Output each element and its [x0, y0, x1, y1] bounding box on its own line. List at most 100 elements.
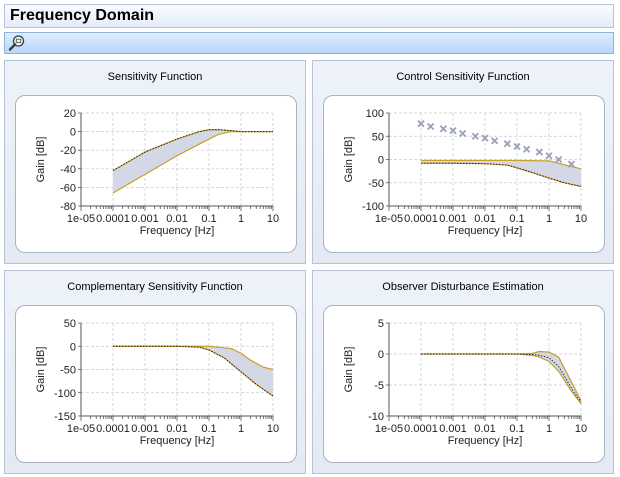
- y-tick-label: -20: [60, 145, 76, 157]
- x-axis-label: Frequency [Hz]: [448, 435, 523, 447]
- y-tick-label: 50: [372, 131, 384, 143]
- x-tick-label: 0.1: [509, 213, 524, 225]
- data-point: [449, 127, 457, 135]
- y-axis-label: Gain [dB]: [343, 137, 355, 183]
- chart-title: Control Sensitivity Function: [396, 71, 530, 83]
- panel-observer-disturbance: Observer Disturbance Estimation 1e-05 0.0…: [312, 270, 614, 474]
- data-point: [481, 134, 489, 142]
- lower-bound-line: [112, 130, 273, 194]
- x-tick-label: 0.001: [439, 423, 467, 435]
- data-point: [490, 137, 499, 145]
- lower-bound-line: [421, 353, 582, 404]
- observer-disturbance-chart: 1e-05 0.0001 0.001 0.01 0.1 1 10 5 0 -5 -10 Frequen…: [343, 318, 587, 447]
- y-tick-label: -100: [362, 201, 384, 213]
- toolbar: [4, 32, 614, 54]
- data-point: [471, 132, 480, 140]
- x-tick-label: 1e-05: [67, 423, 95, 435]
- x-tick-label: 0.01: [474, 423, 495, 435]
- grid: [80, 112, 274, 207]
- data-point: [522, 145, 531, 153]
- x-tick-label: 10: [267, 423, 279, 435]
- uncertainty-band: [113, 129, 273, 193]
- nominal-curve: [113, 345, 274, 397]
- y-tick-label: -10: [368, 411, 384, 423]
- x-tick-label: 1e-05: [375, 423, 403, 435]
- y-tick-label: 20: [64, 108, 76, 120]
- x-tick-label: 0.001: [131, 423, 159, 435]
- x-tick-label: 0.1: [201, 213, 216, 225]
- zoom-button[interactable]: [8, 34, 26, 52]
- x-tick-label: 0.01: [166, 423, 187, 435]
- data-point: [503, 140, 512, 148]
- panel-sensitivity: Sensitivity Function 1e-05 0.0001 0.001 0.0…: [4, 60, 306, 264]
- chart-card: 1e-05 0.0001 0.001 0.01 0.1 1 10 20 0 -20 -40 -60 -8…: [15, 95, 297, 253]
- data-point: [545, 152, 553, 160]
- x-tick-label: 10: [575, 423, 587, 435]
- y-axis-label: Gain [dB]: [35, 347, 47, 393]
- y-tick-label: -80: [60, 201, 76, 213]
- x-tick-label: 0.001: [131, 213, 159, 225]
- chart-card: 1e-05 0.0001 0.001 0.01 0.1 1 10 50 0 -50 -100 -150…: [15, 305, 297, 463]
- x-tick-label: 10: [267, 213, 279, 225]
- x-tick-label: 0.01: [474, 213, 495, 225]
- uncertainty-band: [421, 351, 581, 404]
- x-ticks: [80, 206, 274, 211]
- x-axis-label: Frequency [Hz]: [140, 225, 215, 237]
- y-tick-label: 50: [64, 318, 76, 330]
- x-tick-label: 10: [575, 213, 587, 225]
- x-tick-label: 1e-05: [67, 213, 95, 225]
- data-point: [417, 120, 425, 128]
- y-axis-label: Gain [dB]: [35, 137, 47, 183]
- x-axis-label: Frequency [Hz]: [448, 225, 523, 237]
- uncertainty-band: [421, 160, 581, 187]
- data-point: [567, 160, 576, 168]
- nominal-curve: [112, 129, 273, 172]
- panel-complementary-sensitivity: Complementary Sensitivity Function 1e-05…: [4, 270, 306, 474]
- y-tick-label: -50: [60, 365, 76, 377]
- x-tick-label: 1e-05: [375, 213, 403, 225]
- y-tick-label: 5: [378, 318, 384, 330]
- window-title-bar: Frequency Domain: [4, 4, 614, 28]
- x-tick-label: 0.0001: [96, 213, 130, 225]
- x-axis-label: Frequency [Hz]: [140, 435, 215, 447]
- chart-card: 1e-05 0.0001 0.001 0.01 0.1 1 10 5 0 -5 -10 Frequen…: [323, 305, 605, 463]
- y-tick-label: 0: [378, 349, 384, 361]
- x-tick-label: 0.001: [439, 213, 467, 225]
- x-ticks: [388, 416, 582, 421]
- data-point: [535, 148, 544, 156]
- sensitivity-chart: 1e-05 0.0001 0.001 0.01 0.1 1 10 20 0 -20 -40 -60 -8…: [35, 108, 279, 237]
- chart-title: Observer Disturbance Estimation: [382, 281, 544, 293]
- chart-card: 1e-05 0.0001 0.001 0.01 0.1 1 10 100 50 0 -50 -100 F…: [323, 95, 605, 253]
- x-tick-label: 0.0001: [404, 423, 438, 435]
- control-sensitivity-chart: 1e-05 0.0001 0.001 0.01 0.1 1 10 100 50 0 -50 -100 F…: [343, 108, 587, 237]
- data-point: [458, 129, 467, 138]
- nominal-curve: [421, 353, 582, 403]
- nominal-curve: [421, 162, 582, 187]
- x-tick-label: 1: [238, 213, 244, 225]
- x-tick-label: 1: [238, 423, 244, 435]
- y-tick-label: -60: [60, 182, 76, 194]
- x-tick-label: 0.01: [166, 213, 187, 225]
- x-tick-label: 0.0001: [96, 423, 130, 435]
- grid: [388, 112, 582, 207]
- y-tick-label: 0: [378, 155, 384, 167]
- data-point: [554, 155, 563, 164]
- marker-series: [417, 120, 576, 168]
- y-tick-label: -50: [368, 178, 384, 190]
- chart-title: Sensitivity Function: [107, 71, 203, 83]
- upper-bound-line: [421, 159, 582, 170]
- data-point: [513, 142, 521, 151]
- data-point: [426, 122, 435, 131]
- window-title: Frequency Domain: [10, 7, 155, 24]
- y-tick-label: -100: [54, 388, 76, 400]
- y-tick-label: -40: [60, 164, 76, 176]
- y-tick-label: 0: [70, 127, 76, 139]
- x-tick-label: 0.1: [201, 423, 216, 435]
- y-axis-label: Gain [dB]: [343, 347, 355, 393]
- y-tick-label: 100: [366, 108, 384, 120]
- y-tick-label: 0: [70, 341, 76, 353]
- x-tick-label: 0.0001: [404, 213, 438, 225]
- x-ticks: [388, 206, 582, 211]
- uncertainty-band: [113, 346, 273, 397]
- magnifier-zoom-icon: [8, 35, 25, 51]
